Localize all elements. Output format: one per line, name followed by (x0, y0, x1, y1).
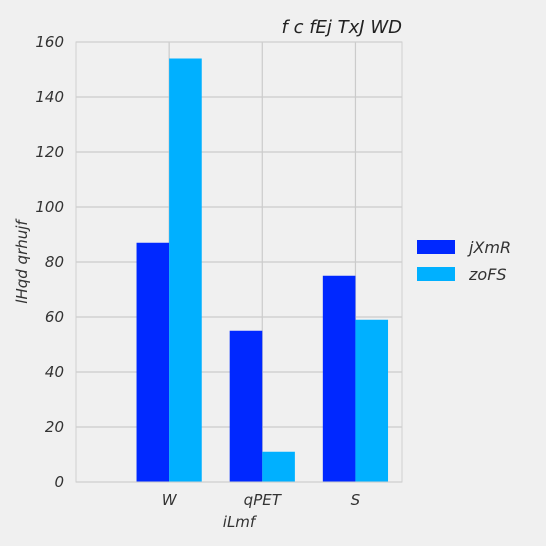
bar-jXmR-qPET (229, 330, 263, 482)
y-tick-label: 120 (35, 143, 64, 161)
bar-zoFS-W (169, 58, 202, 482)
legend-label-zoFS: zoFS (468, 265, 507, 284)
y-tick-label: 40 (45, 363, 64, 381)
bars-group (136, 58, 389, 482)
y-tick-label: 80 (45, 253, 64, 271)
legend-swatch-zoFS (417, 267, 455, 281)
x-tick-label: qPET (244, 491, 283, 509)
y-tick-label: 140 (35, 88, 64, 106)
x-axis-label: iLmf (223, 513, 258, 531)
legend: jXmR zoFS (417, 238, 511, 284)
x-tick-label: S (351, 491, 361, 509)
y-axis-label: lHqd qrhujf (13, 218, 31, 304)
legend-label-jXmR: jXmR (467, 238, 511, 257)
y-tick-label: 60 (45, 308, 64, 326)
legend-swatch-jXmR (417, 240, 455, 254)
bar-zoFS-S (355, 319, 389, 482)
plot-frame (75, 41, 403, 483)
bar-zoFS-qPET (262, 451, 295, 482)
y-tick-label: 160 (35, 33, 64, 51)
y-tick-label: 100 (35, 198, 64, 216)
y-tick-label: 20 (45, 418, 64, 436)
chart-title: f c fEj TxJ WD (282, 17, 402, 38)
y-tick-label: 0 (54, 473, 64, 491)
bar-jXmR-W (136, 242, 170, 482)
y-tick-labels: 0 20 40 60 80 100 120 140 160 (35, 33, 64, 491)
bar-jXmR-S (322, 275, 356, 482)
x-tick-label: W (162, 491, 178, 509)
